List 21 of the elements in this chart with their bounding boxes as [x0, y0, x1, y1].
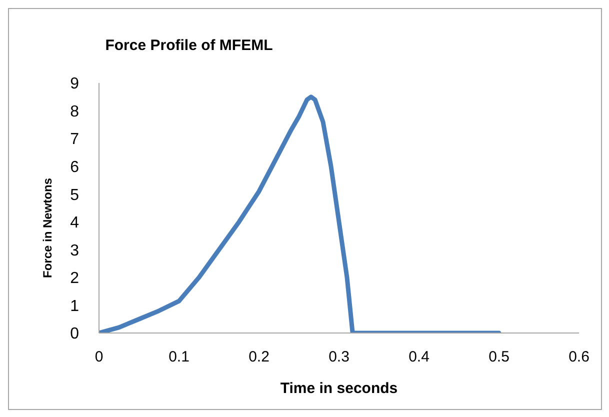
line-series [99, 94, 502, 333]
chart-title: Force Profile of MFEML [104, 37, 274, 54]
y-tick-label: 6 [70, 159, 80, 176]
y-tick-label: 9 [70, 76, 80, 93]
x-axis-title: Time in seconds [280, 380, 398, 397]
x-tick-label: 0.2 [248, 348, 270, 366]
y-tick-label: 7 [70, 131, 80, 148]
y-tick-label: 8 [70, 103, 80, 120]
y-axis-title: Force in Newtons [40, 178, 54, 278]
y-tick-label: 3 [70, 242, 80, 260]
x-tick-label: 0.1 [168, 348, 190, 366]
x-tick-label: 0.3 [328, 348, 350, 366]
y-tick-label: 5 [70, 186, 80, 204]
x-tick-label: 0.5 [488, 348, 510, 366]
y-tick-label: 1 [70, 298, 80, 315]
x-tick-label: 0.4 [408, 348, 430, 366]
x-tick-label: 0.6 [568, 348, 590, 366]
y-tick-label: 2 [70, 270, 80, 288]
y-tick-label: 4 [70, 214, 80, 232]
x-tick-label: 0 [94, 348, 104, 366]
y-tick-label: 0 [70, 326, 80, 343]
